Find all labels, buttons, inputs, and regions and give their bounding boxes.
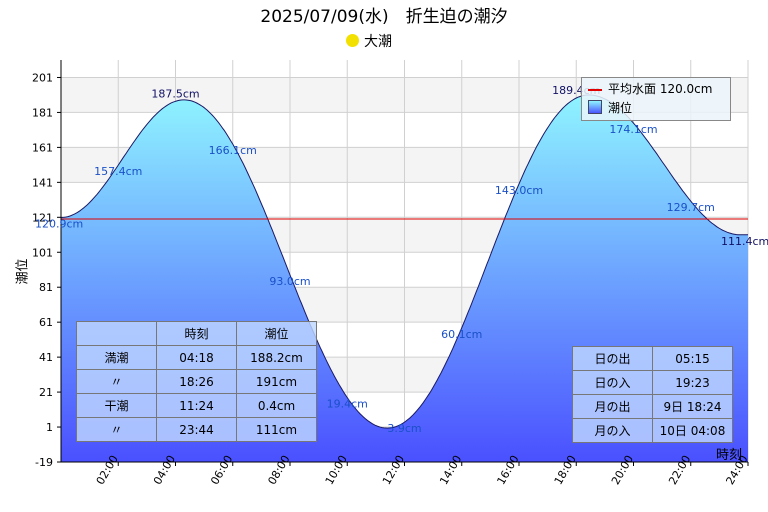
y-tick-label: 21	[39, 386, 53, 399]
legend-mean-label: 平均水面 120.0cm	[608, 82, 713, 96]
y-tick-label: 201	[32, 71, 53, 84]
event-time-cell: 9日 18:24	[652, 394, 733, 419]
tide-table-header: 時刻 潮位	[76, 321, 317, 346]
table-row: 日の入 19:23	[572, 370, 733, 395]
event-time-cell: 10日 04:08	[652, 418, 733, 443]
tide-time-cell: 18:26	[156, 369, 237, 394]
event-name-cell: 日の入	[572, 370, 653, 395]
event-name-cell: 月の入	[572, 418, 653, 443]
data-label: 143.0cm	[495, 184, 543, 197]
tide-curve	[60, 94, 748, 429]
legend-item-tide: 潮位	[588, 99, 632, 117]
tide-type-cell: 〃	[76, 369, 157, 394]
tide-time-cell: 11:24	[156, 393, 237, 418]
y-tick-label: 61	[39, 316, 53, 329]
data-label: 19.4cm	[327, 398, 368, 411]
y-tick-label: 181	[32, 106, 53, 119]
data-label: 60.1cm	[441, 328, 482, 341]
tide-type-cell: 満潮	[76, 345, 157, 370]
table-row: 月の出 9日 18:24	[572, 394, 733, 419]
table-row: 日の出 05:15	[572, 346, 733, 371]
table-row: 干潮 11:24 0.4cm	[76, 393, 317, 418]
y-tick-label: 101	[32, 246, 53, 259]
tide-time-cell: 23:44	[156, 417, 237, 442]
data-label: 120.9cm	[35, 217, 83, 230]
data-label: 129.7cm	[667, 201, 715, 214]
chart-title: 2025/07/09(水) 折生迫の潮汐	[260, 7, 508, 27]
tide-level-cell: 0.4cm	[236, 393, 317, 418]
tide-table-header-cell	[76, 321, 157, 346]
tide-table-header-cell: 時刻	[156, 321, 237, 346]
y-tick-label: 141	[32, 176, 53, 189]
data-label: 3.9cm	[387, 422, 421, 435]
moon-phase-label: 大潮	[364, 34, 392, 50]
table-row: 〃 18:26 191cm	[76, 369, 317, 394]
y-tick-label: -19	[35, 456, 53, 469]
table-row: 〃 23:44 111cm	[76, 417, 317, 442]
moon-phase-icon	[346, 34, 359, 47]
tide-table-header-cell: 潮位	[236, 321, 317, 346]
legend-item-mean: 平均水面 120.0cm	[588, 80, 712, 98]
y-tick-label: 1	[46, 421, 53, 434]
x-axis-unit: 時刻	[716, 448, 743, 463]
y-tick-label: 81	[39, 281, 53, 294]
tide-level-cell: 111cm	[236, 417, 317, 442]
moon-phase: 大潮	[346, 31, 392, 51]
data-label: 166.1cm	[209, 144, 257, 157]
y-axis-label: 潮位	[15, 258, 31, 285]
event-name-cell: 日の出	[572, 346, 653, 371]
event-name-cell: 月の出	[572, 394, 653, 419]
data-label: 93.0cm	[269, 275, 310, 288]
data-label: 157.4cm	[94, 165, 142, 178]
legend: 平均水面 120.0cm 潮位	[581, 77, 731, 121]
data-label: 111.4cm	[721, 235, 768, 248]
event-time-cell: 05:15	[652, 346, 733, 371]
legend-mean-swatch	[588, 88, 602, 91]
y-tick-label: 41	[39, 351, 53, 364]
legend-tide-swatch	[588, 100, 602, 114]
sun-moon-table: 日の出 05:15 日の入 19:23 月の出 9日 18:24 月の入 10日…	[572, 346, 733, 443]
tide-level-cell: 191cm	[236, 369, 317, 394]
tide-table: 時刻 潮位 満潮 04:18 188.2cm 〃 18:26 191cm 干潮 …	[76, 321, 317, 442]
data-label: 174.1cm	[609, 123, 657, 136]
y-tick-label: 121	[32, 211, 53, 224]
table-row: 月の入 10日 04:08	[572, 418, 733, 443]
y-tick-label: 161	[32, 141, 53, 154]
tide-type-cell: 〃	[76, 417, 157, 442]
tide-time-cell: 04:18	[156, 345, 237, 370]
tide-type-cell: 干潮	[76, 393, 157, 418]
event-time-cell: 19:23	[652, 370, 733, 395]
tide-level-cell: 188.2cm	[236, 345, 317, 370]
data-label: 187.5cm	[151, 87, 199, 100]
table-row: 満潮 04:18 188.2cm	[76, 345, 317, 370]
legend-tide-label: 潮位	[608, 101, 633, 115]
